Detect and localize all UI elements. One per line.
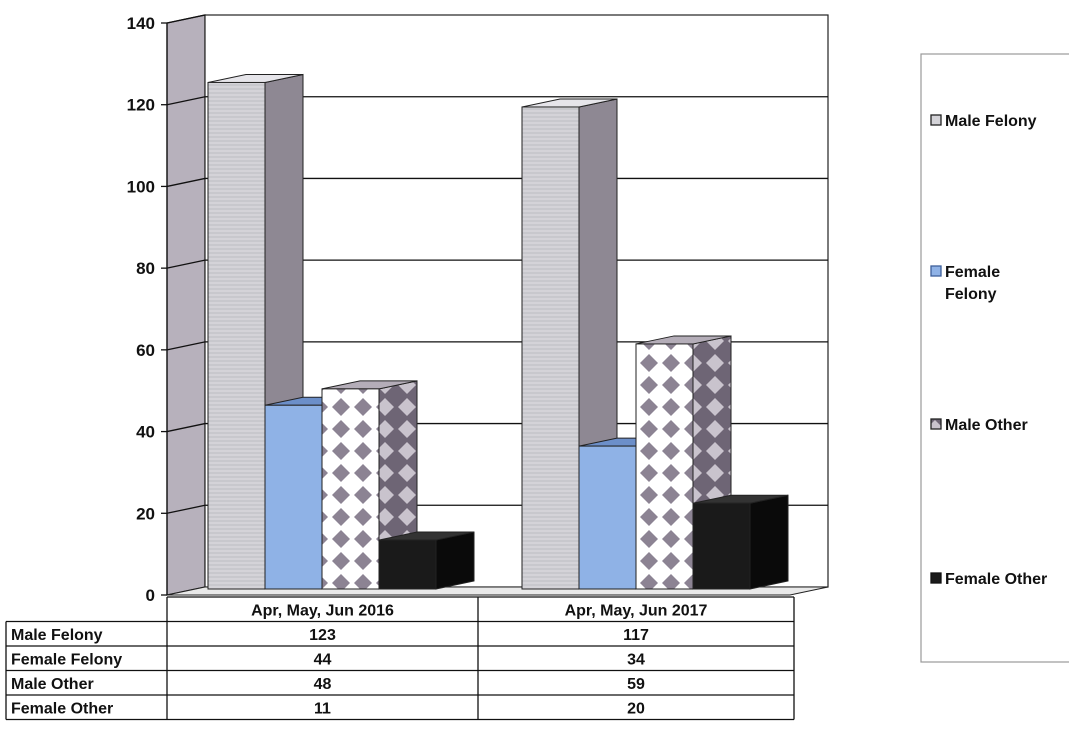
gridline-side: [166, 341, 206, 351]
x-category-label: Apr, May, Jun 2017: [565, 603, 708, 620]
table-cell-value: 123: [309, 627, 336, 644]
legend-swatch-female-felony: [930, 265, 942, 277]
table-row-label: Male Felony: [11, 627, 103, 644]
y-tick-label: 0: [146, 586, 155, 605]
legend-label-male-felony: Male Felony: [945, 113, 1037, 130]
bar-male-other-0: [321, 388, 380, 590]
gridline-side: [166, 96, 206, 106]
legend: Male Felony Female Felony Male Other Female …: [920, 53, 1069, 663]
table-cell-value: 44: [314, 652, 332, 669]
bar-female-other-1-side: [749, 494, 789, 590]
bar-male-felony-0: [207, 81, 266, 590]
gridline-side: [166, 504, 206, 514]
y-tick-label: 120: [127, 96, 155, 115]
bar-female-felony-1: [578, 445, 637, 590]
y-tick-label: 100: [127, 177, 155, 196]
y-tick-label: 80: [136, 259, 155, 278]
legend-label-female-felony: Female: [945, 264, 1000, 281]
gridline-side: [166, 259, 206, 269]
table-row-label: Female Felony: [11, 652, 122, 669]
table-cell-value: 11: [314, 701, 331, 718]
legend-label-male-other: Male Other: [945, 417, 1028, 434]
y-axis: 0 20 40 60 80 100 120 140: [127, 14, 168, 605]
table-row-label: Female Other: [11, 701, 113, 718]
table-cell-value: 48: [314, 676, 332, 693]
bar-female-felony-0: [264, 404, 323, 590]
table-cell-value: 20: [627, 701, 645, 718]
y-tick-label: 140: [127, 14, 155, 33]
y-tick-label: 40: [136, 423, 155, 442]
table-row-label: Male Other: [11, 676, 94, 693]
legend-label-female-other: Female Other: [945, 571, 1047, 588]
legend-label-female-felony: Felony: [945, 286, 997, 303]
legend-swatch-male-other: [930, 418, 942, 430]
bar-female-other-1: [692, 502, 751, 590]
table-cell-value: 59: [627, 676, 645, 693]
data-table: Apr, May, Jun 2016 Apr, May, Jun 2017 Male…: [5, 596, 795, 721]
y-tick-label: 60: [136, 341, 155, 360]
bar-male-other-1: [635, 343, 694, 590]
gridline-side: [166, 177, 206, 188]
y-tick-label: 20: [136, 504, 155, 523]
bar-female-other-0: [378, 539, 437, 590]
legend-swatch-male-felony: [930, 114, 942, 126]
bar-female-other-0-side: [435, 531, 475, 590]
bar-male-felony-1: [521, 106, 580, 590]
bars: [207, 73, 789, 590]
legend-swatch-female-other: [930, 572, 942, 584]
gridline-side: [166, 422, 206, 433]
table-cell-value: 34: [627, 652, 645, 669]
legend-box: [920, 53, 1069, 663]
side-wall: [166, 14, 206, 596]
gridline-side: [166, 14, 206, 24]
table-cell-value: 117: [623, 627, 649, 644]
x-category-label: Apr, May, Jun 2016: [251, 603, 394, 620]
